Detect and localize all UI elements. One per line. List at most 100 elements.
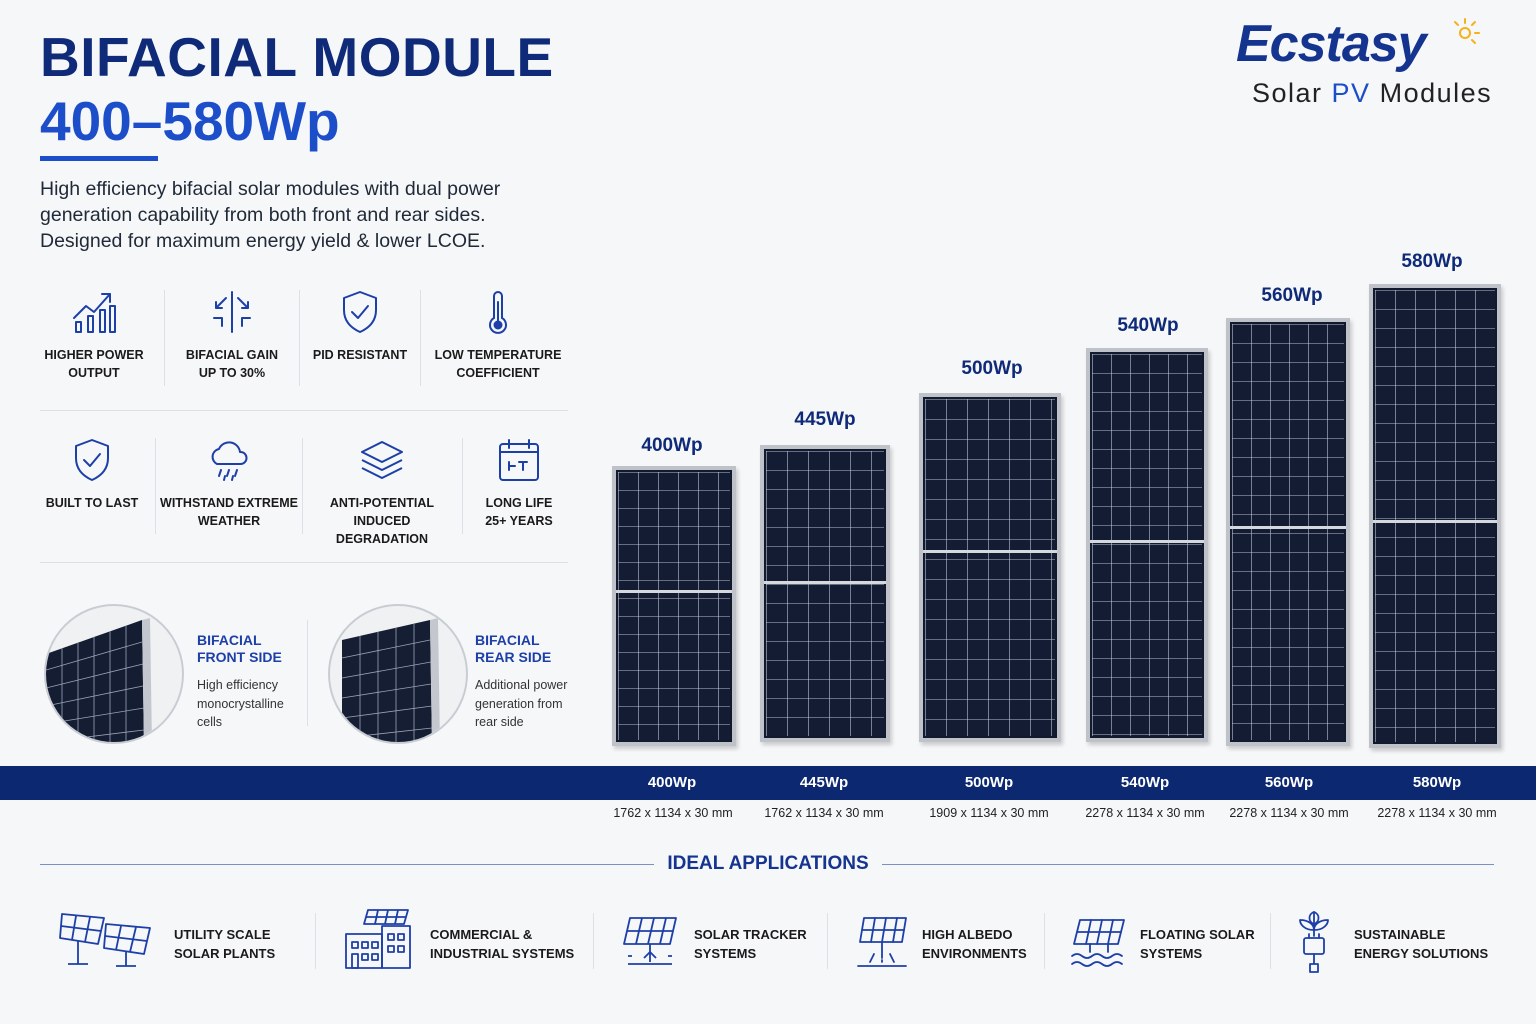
spec-power: 500Wp — [964, 774, 1014, 791]
feature-label: UP TO 30% — [198, 366, 266, 380]
app-label: ENVIRONMENTS — [922, 946, 1027, 961]
side-title: BIFACIAL — [197, 632, 262, 648]
panel-closeup-icon — [341, 618, 440, 742]
divider — [164, 290, 165, 386]
feature-long-life: LONG LIFE 25+ YEARS — [464, 436, 574, 530]
app-item-floating: FLOATING SOLAR SYSTEMS — [1140, 925, 1255, 963]
tagline-pv: PV — [1331, 78, 1371, 108]
cloud-rain-icon — [211, 441, 248, 481]
page-title: BIFACIAL MODULE — [40, 26, 554, 88]
app-item-commercial: COMMERCIAL & INDUSTRIAL SYSTEMS — [430, 925, 574, 963]
tagline-part: Solar — [1252, 78, 1332, 108]
feature-label: COEFFICIENT — [456, 366, 540, 380]
solar-panel — [760, 445, 890, 742]
app-label: SOLAR PLANTS — [174, 946, 276, 961]
solar-panel — [919, 393, 1061, 742]
app-item-sustainable: SUSTAINABLE ENERGY SOLUTIONS — [1354, 925, 1488, 963]
plant-plug-icon — [1299, 911, 1329, 973]
brand-tagline: Solar PV Modules — [1252, 78, 1492, 109]
divider — [1044, 913, 1045, 969]
solar-panel — [1226, 318, 1350, 746]
side-text: High efficiency — [197, 678, 279, 692]
panel-junction — [1230, 526, 1346, 529]
solar-panel — [1086, 348, 1208, 742]
solar-panel — [612, 466, 736, 746]
rear-side-info: BIFACIAL REAR SIDE Additional power gene… — [475, 632, 567, 732]
feature-higher-power: HIGHER POWER OUTPUT — [34, 288, 154, 382]
spec-dimensions: 2278 x 1134 x 30 mm — [1085, 806, 1205, 820]
divider — [593, 913, 594, 969]
feature-label: ANTI-POTENTIAL — [329, 496, 435, 510]
feature-label: LONG LIFE — [485, 496, 553, 510]
feature-label: BIFACIAL GAIN — [185, 348, 279, 362]
page-subtitle: 400–580Wp — [40, 90, 340, 152]
panel-cells — [618, 472, 730, 740]
panel-junction — [1090, 540, 1204, 543]
spec-dimensions: 2278 x 1134 x 30 mm — [1229, 806, 1349, 820]
feature-low-temp: LOW TEMPERATURE COEFFICIENT — [428, 288, 568, 382]
sun-icon — [1454, 18, 1480, 44]
spec-power: 445Wp — [799, 774, 849, 791]
shield-check-icon — [343, 291, 377, 333]
feature-label: 25+ YEARS — [485, 514, 553, 528]
divider — [1270, 913, 1271, 969]
thermometer-icon — [489, 291, 507, 334]
panel-junction — [764, 581, 886, 584]
divider — [302, 438, 303, 534]
title-underline — [40, 156, 158, 161]
app-label: HIGH ALBEDO — [922, 927, 1013, 942]
app-label: FLOATING SOLAR — [1140, 927, 1255, 942]
app-label: INDUSTRIAL SYSTEMS — [430, 946, 575, 961]
app-item-tracker: SOLAR TRACKER SYSTEMS — [694, 925, 807, 963]
spec-dimensions: 1762 x 1134 x 30 mm — [613, 806, 733, 820]
panel-label: 560Wp — [1261, 285, 1323, 306]
app-label: SOLAR TRACKER — [694, 927, 807, 942]
divider — [299, 290, 300, 386]
side-text: monocrystalline — [197, 696, 284, 711]
applications-title: IDEAL APPLICATIONS — [667, 853, 869, 874]
panel-cells — [1092, 354, 1202, 736]
panel-junction — [1373, 520, 1497, 523]
brand-logo: Ecstasy — [1236, 15, 1427, 73]
divider — [40, 562, 568, 563]
feature-label: WEATHER — [197, 514, 261, 528]
side-text: rear side — [475, 715, 524, 729]
spec-power: 560Wp — [1264, 774, 1314, 791]
feature-label: WITHSTAND EXTREME — [160, 496, 298, 510]
divider — [307, 620, 308, 726]
divider — [420, 290, 421, 386]
app-label: SYSTEMS — [694, 946, 757, 961]
description: High efficiency bifacial solar modules w… — [40, 176, 600, 254]
side-title: FRONT SIDE — [197, 649, 282, 665]
feature-bifacial-gain: BIFACIAL GAIN UP TO 30% — [172, 288, 292, 382]
spec-dimensions: 2278 x 1134 x 30 mm — [1377, 806, 1497, 820]
solar-tracker-icon — [623, 917, 677, 965]
panel-cells — [1375, 290, 1495, 742]
divider — [40, 864, 654, 865]
feature-label: LOW TEMPERATURE — [434, 348, 562, 362]
panel-label: 445Wp — [794, 409, 856, 430]
spec-power: 540Wp — [1120, 774, 1170, 791]
feature-label: HIGHER POWER — [44, 348, 144, 362]
divider — [315, 913, 316, 969]
tagline-part: Modules — [1370, 78, 1493, 108]
feature-built-to-last: BUILT TO LAST — [32, 436, 152, 512]
panel-cells — [766, 451, 884, 736]
front-side-info: BIFACIAL FRONT SIDE High efficiency mono… — [197, 632, 284, 732]
app-label: ENERGY SOLUTIONS — [1354, 946, 1489, 961]
spec-power: 400Wp — [647, 774, 697, 791]
high-albedo-icon — [857, 917, 907, 967]
panel-label: 540Wp — [1117, 315, 1179, 336]
app-item-utility: UTILITY SCALE SOLAR PLANTS — [174, 925, 275, 963]
front-side-image — [44, 604, 184, 744]
solar-plant-icon — [59, 913, 151, 967]
spec-power: 580Wp — [1412, 774, 1462, 791]
side-text: generation from — [475, 696, 563, 711]
panel-junction — [923, 550, 1057, 553]
description-line: High efficiency bifacial solar modules w… — [40, 178, 501, 200]
panel-label: 580Wp — [1401, 251, 1463, 272]
feature-label: INDUCED DEGRADATION — [335, 514, 429, 546]
spec-dimensions: 1762 x 1134 x 30 mm — [764, 806, 884, 820]
divider — [462, 438, 463, 534]
divider — [882, 864, 1494, 865]
